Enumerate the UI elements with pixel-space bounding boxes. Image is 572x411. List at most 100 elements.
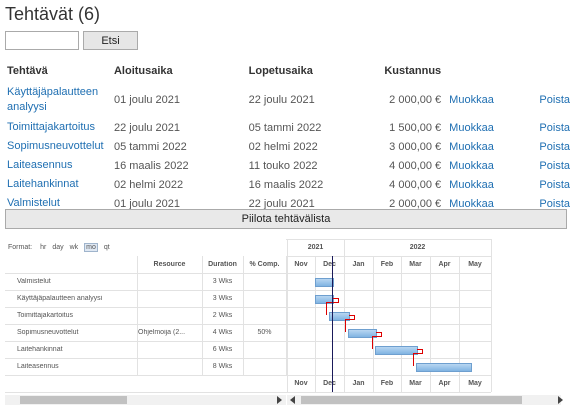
task-end: 05 tammi 2022 — [248, 121, 322, 134]
grid-line — [344, 239, 345, 256]
dependency-line — [326, 302, 327, 315]
gantt-task-name: Laitehankinnat — [17, 346, 63, 353]
search-button[interactable]: Etsi — [83, 31, 138, 50]
header-end: Lopetusaika — [248, 65, 313, 77]
table-row: Toimittajakartoitus 22 joulu 2021 05 tammi… — [5, 118, 572, 137]
edit-link[interactable]: Muokkaa — [449, 178, 494, 191]
column-header-comp: % Comp. — [249, 261, 280, 268]
task-name-link[interactable]: Käyttäjäpalautteen analyysi — [7, 86, 99, 113]
dependency-line — [376, 332, 382, 337]
gantt-bar[interactable] — [315, 278, 334, 287]
gantt-bar[interactable] — [375, 346, 418, 355]
task-name-link[interactable]: Laiteasennus — [7, 159, 73, 171]
month-label: Apr — [438, 261, 451, 268]
task-cost: 1 500,00 € — [389, 121, 442, 134]
gantt-bar[interactable] — [329, 312, 350, 321]
month-label: Mar — [409, 380, 422, 387]
gantt-task-duration: 2 Wks — [212, 312, 233, 319]
delete-link[interactable]: Poista — [539, 178, 570, 191]
format-option-day[interactable]: day — [52, 244, 64, 251]
task-end: 11 touko 2022 — [248, 159, 318, 172]
grid-line — [243, 256, 244, 375]
header-cost: Kustannus — [384, 65, 442, 77]
search-input[interactable] — [5, 31, 79, 50]
hide-task-list-button[interactable]: Piilota tehtävälista — [5, 209, 567, 229]
month-label: Mar — [409, 261, 422, 268]
grid-line — [315, 256, 316, 392]
grid-line — [430, 256, 431, 392]
gantt-task-duration: 3 Wks — [212, 295, 233, 302]
year-label: 2022 — [409, 244, 426, 251]
dependency-line — [372, 336, 382, 337]
grid-line — [459, 256, 460, 392]
month-label: May — [468, 261, 482, 268]
grid-line — [286, 256, 287, 375]
dependency-line — [372, 336, 373, 349]
grid-line — [373, 256, 374, 392]
grid-line — [5, 341, 491, 342]
gantt-task-name: Valmistelut — [17, 278, 51, 285]
grid-line — [286, 256, 491, 257]
delete-link[interactable]: Poista — [539, 197, 570, 210]
scroll-thumb[interactable] — [301, 396, 522, 404]
edit-link[interactable]: Muokkaa — [449, 121, 494, 134]
month-label: Jan — [352, 261, 365, 268]
month-label: Dec — [323, 261, 336, 268]
scroll-left-arrow[interactable] — [290, 396, 295, 404]
dependency-line — [413, 353, 414, 366]
task-name-link[interactable]: Toimittajakartoitus — [7, 121, 96, 133]
month-label: Jan — [352, 380, 365, 387]
gantt-task-duration: 6 Wks — [212, 346, 233, 353]
edit-link[interactable]: Muokkaa — [449, 94, 494, 106]
delete-link[interactable]: Poista — [539, 140, 570, 153]
scroll-right-arrow[interactable] — [558, 396, 563, 404]
task-start: 22 joulu 2021 — [113, 121, 181, 134]
grid-line — [286, 239, 491, 240]
header-task: Tehtävä — [7, 65, 48, 77]
table-row: Laiteasennus 16 maalis 2022 11 touko 2022 4… — [5, 156, 572, 175]
gantt-task-duration: 8 Wks — [212, 363, 233, 370]
format-option-qt[interactable]: qt — [103, 244, 110, 251]
task-name-link[interactable]: Valmistelut — [7, 197, 60, 209]
task-name-link[interactable]: Sopimusneuvottelut — [7, 140, 104, 152]
gantt-task-name: Laiteasennus — [17, 363, 59, 370]
format-option-hr[interactable]: hr — [40, 244, 47, 251]
scroll-right-arrow[interactable] — [277, 396, 282, 404]
task-start: 01 joulu 2021 — [113, 197, 181, 210]
dependency-line — [413, 353, 423, 354]
dependency-line — [417, 349, 423, 354]
format-option-wk[interactable]: wk — [69, 244, 79, 251]
grid-line — [5, 392, 491, 393]
page-title: Tehtävät (6) — [5, 4, 101, 24]
edit-link[interactable]: Muokkaa — [449, 159, 494, 172]
task-start: 05 tammi 2022 — [113, 140, 187, 153]
edit-link[interactable]: Muokkaa — [449, 197, 494, 210]
edit-link[interactable]: Muokkaa — [449, 140, 494, 153]
column-header-resource: Resource — [153, 261, 186, 268]
task-name-link[interactable]: Laitehankinnat — [7, 178, 79, 190]
gantt-chart: Format: hr day wk mo qt 2021 2022 Resource Dura… — [5, 239, 563, 405]
task-start: 16 maalis 2022 — [113, 159, 189, 172]
gantt-bar[interactable] — [416, 363, 472, 372]
table-row: Valmistelut 01 joulu 2021 22 joulu 2021 2 0… — [5, 194, 572, 213]
format-option-mo[interactable]: mo — [84, 243, 98, 252]
year-label: 2021 — [307, 244, 324, 251]
format-label: Format: — [8, 244, 33, 251]
task-start: 02 helmi 2022 — [113, 178, 184, 191]
task-end: 22 joulu 2021 — [248, 94, 315, 106]
delete-link[interactable]: Poista — [539, 121, 570, 134]
grid-line — [5, 290, 491, 291]
scroll-thumb[interactable] — [20, 396, 127, 404]
delete-link[interactable]: Poista — [539, 94, 570, 106]
left-scrollbar[interactable] — [5, 395, 286, 405]
delete-link[interactable]: Poista — [539, 159, 570, 172]
gantt-bar[interactable] — [348, 329, 377, 338]
gantt-bar[interactable] — [315, 295, 334, 304]
grid-line — [344, 256, 345, 392]
month-label: Dec — [323, 380, 336, 387]
grid-line — [137, 256, 138, 375]
gantt-task-resource: Ohjelmoija (2... — [138, 329, 186, 336]
today-marker — [332, 256, 333, 392]
grid-line — [5, 358, 491, 359]
month-label: Apr — [438, 380, 451, 387]
